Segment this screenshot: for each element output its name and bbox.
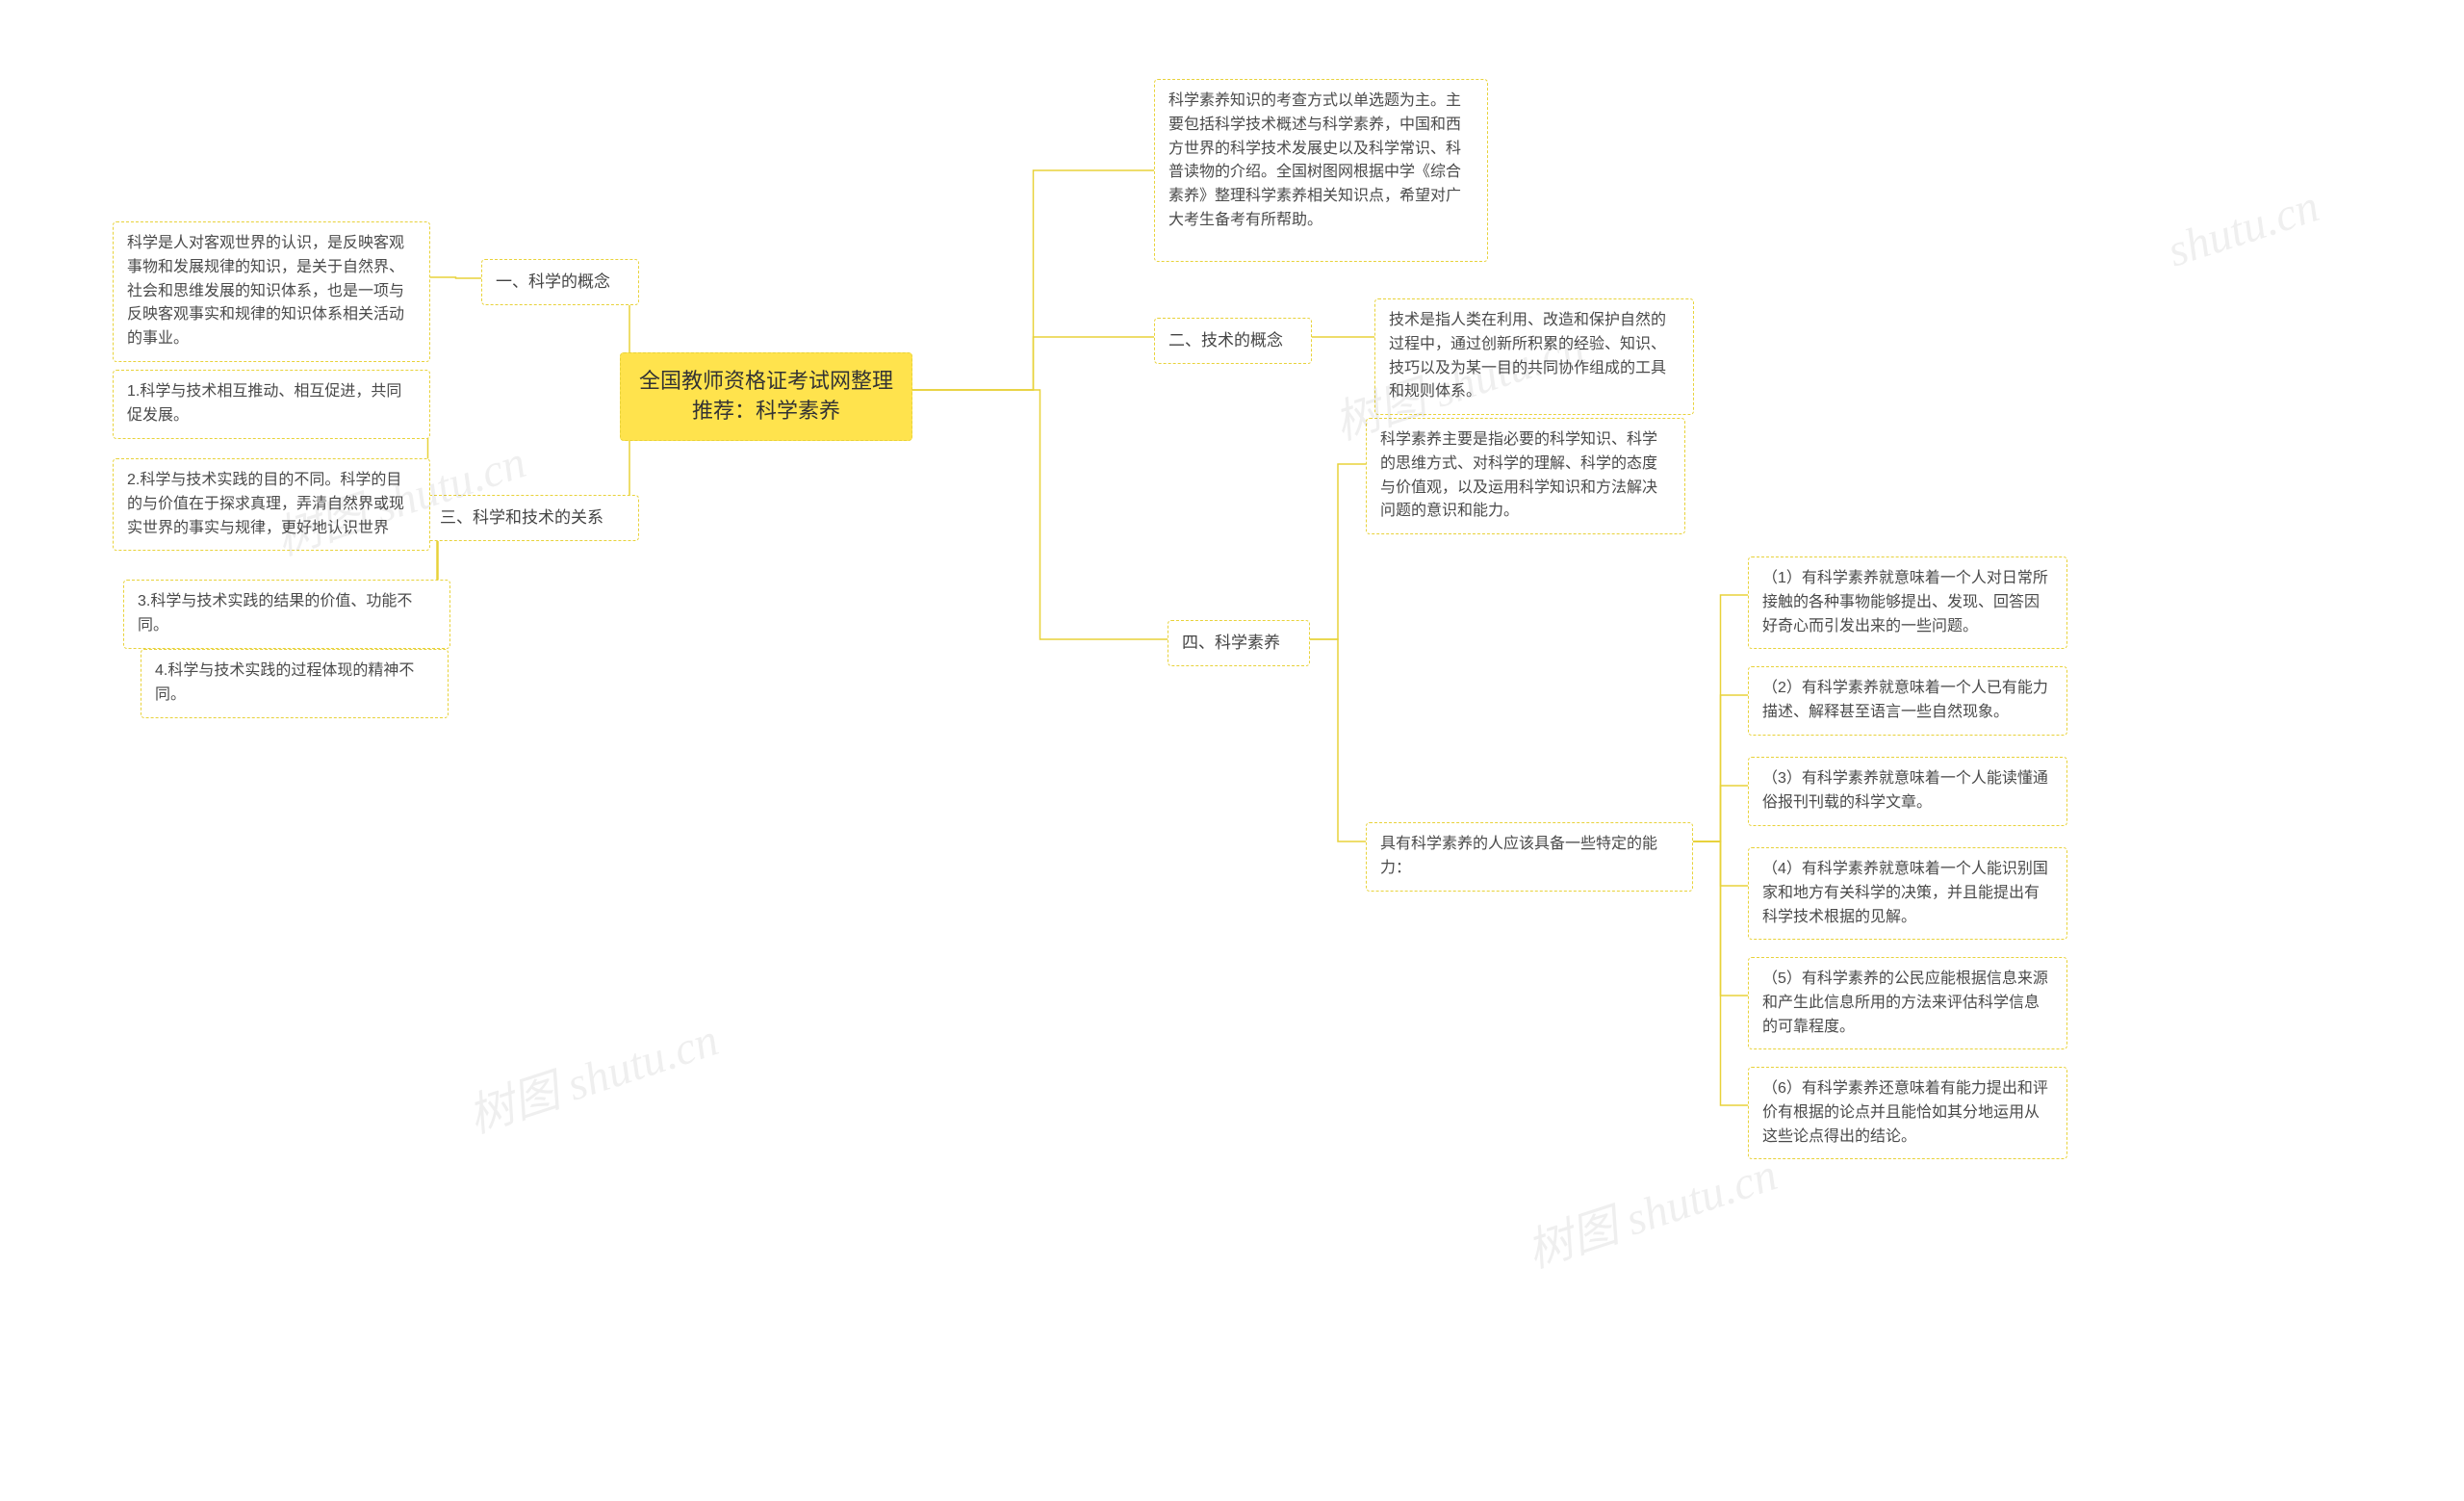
watermark: shutu.cn: [2161, 179, 2324, 277]
leaf-0: 科学素养知识的考查方式以单选题为主。主要包括科学技术概述与科学素养，中国和西方世…: [1154, 79, 1488, 262]
subleaf-3: （4）有科学素养就意味着一个人能识别国家和地方有关科学的决策，并且能提出有科学技…: [1748, 847, 2067, 940]
leaf-3: 2.科学与技术实践的目的不同。科学的目的与价值在于探求真理，弄清自然界或现实世界…: [113, 458, 430, 551]
watermark: 树图 shutu.cn: [458, 1001, 726, 1146]
subleaf-0: （1）有科学素养就意味着一个人对日常所接触的各种事物能够提出、发现、回答因好奇心…: [1748, 556, 2067, 649]
branch-b3: 三、科学和技术的关系: [425, 495, 639, 541]
subleaf-4: （5）有科学素养的公民应能根据信息来源和产生此信息所用的方法来评估科学信息的可靠…: [1748, 957, 2067, 1049]
leaf-cap: 具有科学素养的人应该具备一些特定的能力：: [1366, 822, 1693, 892]
leaf-1: 科学是人对客观世界的认识，是反映客观事物和发展规律的知识，是关于自然界、社会和思…: [113, 221, 430, 362]
subleaf-5: （6）有科学素养还意味着有能力提出和评价有根据的论点并且能恰如其分地运用从这些论…: [1748, 1067, 2067, 1159]
subleaf-2: （3）有科学素养就意味着一个人能读懂通俗报刊刊载的科学文章。: [1748, 757, 2067, 826]
leaf-2: 1.科学与技术相互推动、相互促进，共同促发展。: [113, 370, 430, 439]
leaf-7: 科学素养主要是指必要的科学知识、科学的思维方式、对科学的理解、科学的态度与价值观…: [1366, 418, 1685, 534]
branch-b2: 二、技术的概念: [1154, 318, 1312, 364]
leaf-6: 技术是指人类在利用、改造和保护自然的过程中，通过创新所积累的经验、知识、技巧以及…: [1374, 298, 1694, 415]
leaf-5: 4.科学与技术实践的过程体现的精神不同。: [141, 649, 449, 718]
watermark: 树图 shutu.cn: [1517, 1136, 1784, 1281]
leaf-4: 3.科学与技术实践的结果的价值、功能不同。: [123, 580, 450, 649]
branch-b4: 四、科学素养: [1168, 620, 1310, 666]
root-node: 全国教师资格证考试网整理推荐：科学素养: [620, 352, 912, 441]
branch-b1: 一、科学的概念: [481, 259, 639, 305]
subleaf-1: （2）有科学素养就意味着一个人已有能力描述、解释甚至语言一些自然现象。: [1748, 666, 2067, 736]
